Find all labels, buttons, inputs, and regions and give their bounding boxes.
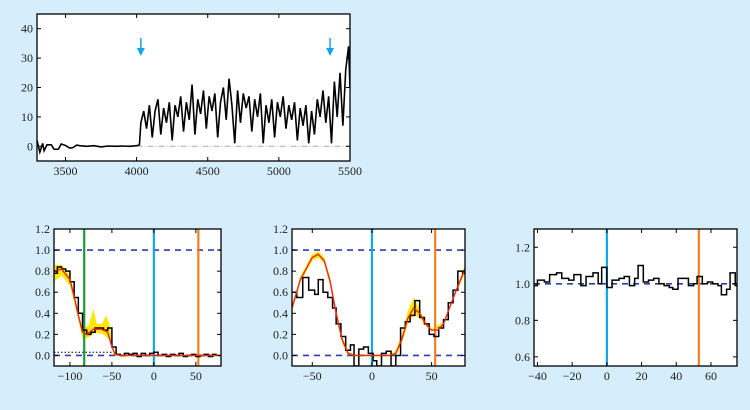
plot-area xyxy=(534,229,737,366)
arrow-down-icon xyxy=(136,48,145,56)
panel-d: −40 −20 0 20 40 60 0.6 0.8 1.0 1.2 xyxy=(515,228,738,383)
y-tick-label: 1.2 xyxy=(35,222,50,236)
y-tick-label: 0 xyxy=(27,139,33,153)
y-tick-label: 0.4 xyxy=(273,306,288,320)
x-tick-label: −20 xyxy=(563,369,582,383)
panel-a: 3500 4000 4500 5000 5500 0 10 20 30 40 xyxy=(21,13,362,178)
y-tick-label: 1.0 xyxy=(515,277,530,291)
x-tick-label: −50 xyxy=(303,369,322,383)
plot-content xyxy=(292,229,465,366)
y-tick-label: 0.0 xyxy=(35,348,50,362)
y-tick-label: 0.6 xyxy=(35,285,50,299)
y-tick-label: 0.8 xyxy=(273,264,288,278)
model-fit-line xyxy=(292,253,465,357)
x-tick-label: 40 xyxy=(670,369,682,383)
y-tick-label: 1.0 xyxy=(273,243,288,257)
x-tick-label: 4000 xyxy=(125,164,149,178)
x-tick-label: −100 xyxy=(58,369,83,383)
x-tick-label: 3500 xyxy=(53,164,77,178)
x-tick-label: 60 xyxy=(705,369,717,383)
x-tick-label: 0 xyxy=(369,369,375,383)
arrow-down-icon xyxy=(326,48,335,56)
x-tick-label: 0 xyxy=(604,369,610,383)
plot-frame xyxy=(533,228,738,367)
model-fit-line xyxy=(54,268,221,357)
panel-b: −100 −50 0 50 0.0 0.2 0.4 0.6 0.8 1.0 1.2 xyxy=(35,222,222,383)
y-tick-label: 0.0 xyxy=(273,348,288,362)
data-histogram xyxy=(534,264,737,296)
y-tick-label: 40 xyxy=(21,22,33,36)
x-tick-label: 20 xyxy=(636,369,648,383)
x-tick-label: 5000 xyxy=(267,164,291,178)
y-tick-label: 1.0 xyxy=(35,243,50,257)
y-tick-label: 0.6 xyxy=(273,285,288,299)
y-tick-label: 0.8 xyxy=(515,313,530,327)
plot-area xyxy=(54,229,221,366)
y-tick-label: 10 xyxy=(21,110,33,124)
x-tick-label: 0 xyxy=(151,369,157,383)
x-tick-label: 4500 xyxy=(196,164,220,178)
y-tick-label: 0.8 xyxy=(35,264,50,278)
x-tick-label: 50 xyxy=(190,369,202,383)
y-tick-label: 0.2 xyxy=(35,327,50,341)
y-tick-label: 30 xyxy=(21,51,33,65)
y-tick-label: 1.2 xyxy=(515,240,530,254)
plot-content xyxy=(534,229,737,366)
spectrum-line xyxy=(37,46,350,156)
y-tick-label: 0.2 xyxy=(273,327,288,341)
y-tick-label: 1.2 xyxy=(273,222,288,236)
y-tick-label: 0.4 xyxy=(35,306,50,320)
plot-frame xyxy=(53,228,222,367)
x-tick-label: 50 xyxy=(426,369,438,383)
x-tick-label: −40 xyxy=(528,369,547,383)
plot-frame xyxy=(291,228,466,367)
panel-c: −50 0 50 0.0 0.2 0.4 0.6 0.8 1.0 1.2 xyxy=(273,222,466,383)
x-tick-label: −50 xyxy=(103,369,122,383)
plot-content xyxy=(37,46,350,156)
x-tick-label: 5500 xyxy=(338,164,362,178)
y-tick-label: 0.6 xyxy=(515,350,530,364)
plot-content xyxy=(54,229,221,366)
data-histogram xyxy=(292,270,465,366)
plot-area xyxy=(37,14,350,161)
y-tick-label: 20 xyxy=(21,81,33,95)
